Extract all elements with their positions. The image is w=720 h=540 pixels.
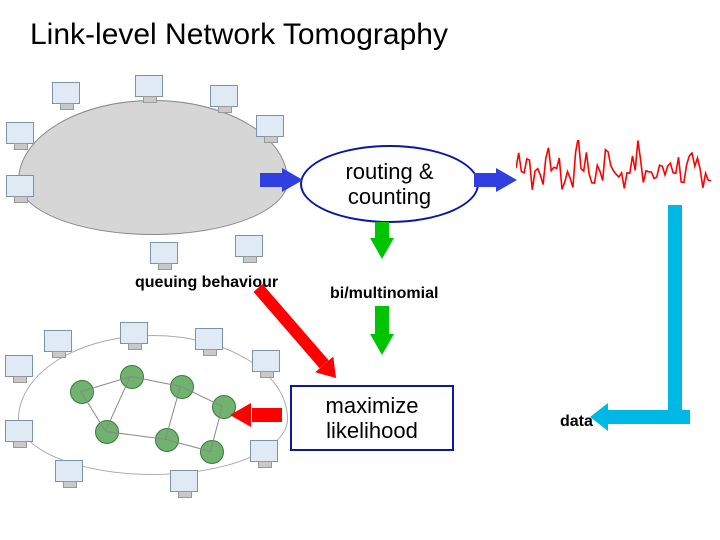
computer-icon (135, 75, 163, 97)
computer-icon (252, 350, 280, 372)
computer-icon (195, 328, 223, 350)
maximize-likelihood-box: maximize likelihood (290, 385, 454, 451)
computer-icon (6, 175, 34, 197)
computer-icon (150, 242, 178, 264)
computer-icon (250, 440, 278, 462)
cloud-top (18, 100, 288, 235)
routing-counting-box: routing & counting (300, 145, 479, 223)
page-title: Link-level Network Tomography (30, 18, 448, 52)
computer-icon (120, 322, 148, 344)
maxlik-line1: maximize (326, 393, 419, 418)
computer-icon (6, 122, 34, 144)
waveform (516, 140, 711, 196)
slide: { "title": {"text":"Link-level Network T… (0, 0, 720, 540)
routing-counting-text: routing & counting (345, 159, 433, 210)
maxlik-text: maximize likelihood (326, 393, 419, 444)
computer-icon (55, 460, 83, 482)
computer-icon (52, 82, 80, 104)
computer-icon (5, 355, 33, 377)
routing-line1: routing & (345, 159, 433, 184)
label-bimulti: bi/multinomial (330, 285, 438, 303)
computer-icon (235, 235, 263, 257)
computer-icon (5, 420, 33, 442)
label-data: data (560, 413, 593, 431)
routing-line2: counting (348, 184, 431, 209)
computer-icon (256, 115, 284, 137)
computer-icon (44, 330, 72, 352)
computer-icon (210, 85, 238, 107)
maxlik-line2: likelihood (326, 418, 418, 443)
computer-icon (170, 470, 198, 492)
